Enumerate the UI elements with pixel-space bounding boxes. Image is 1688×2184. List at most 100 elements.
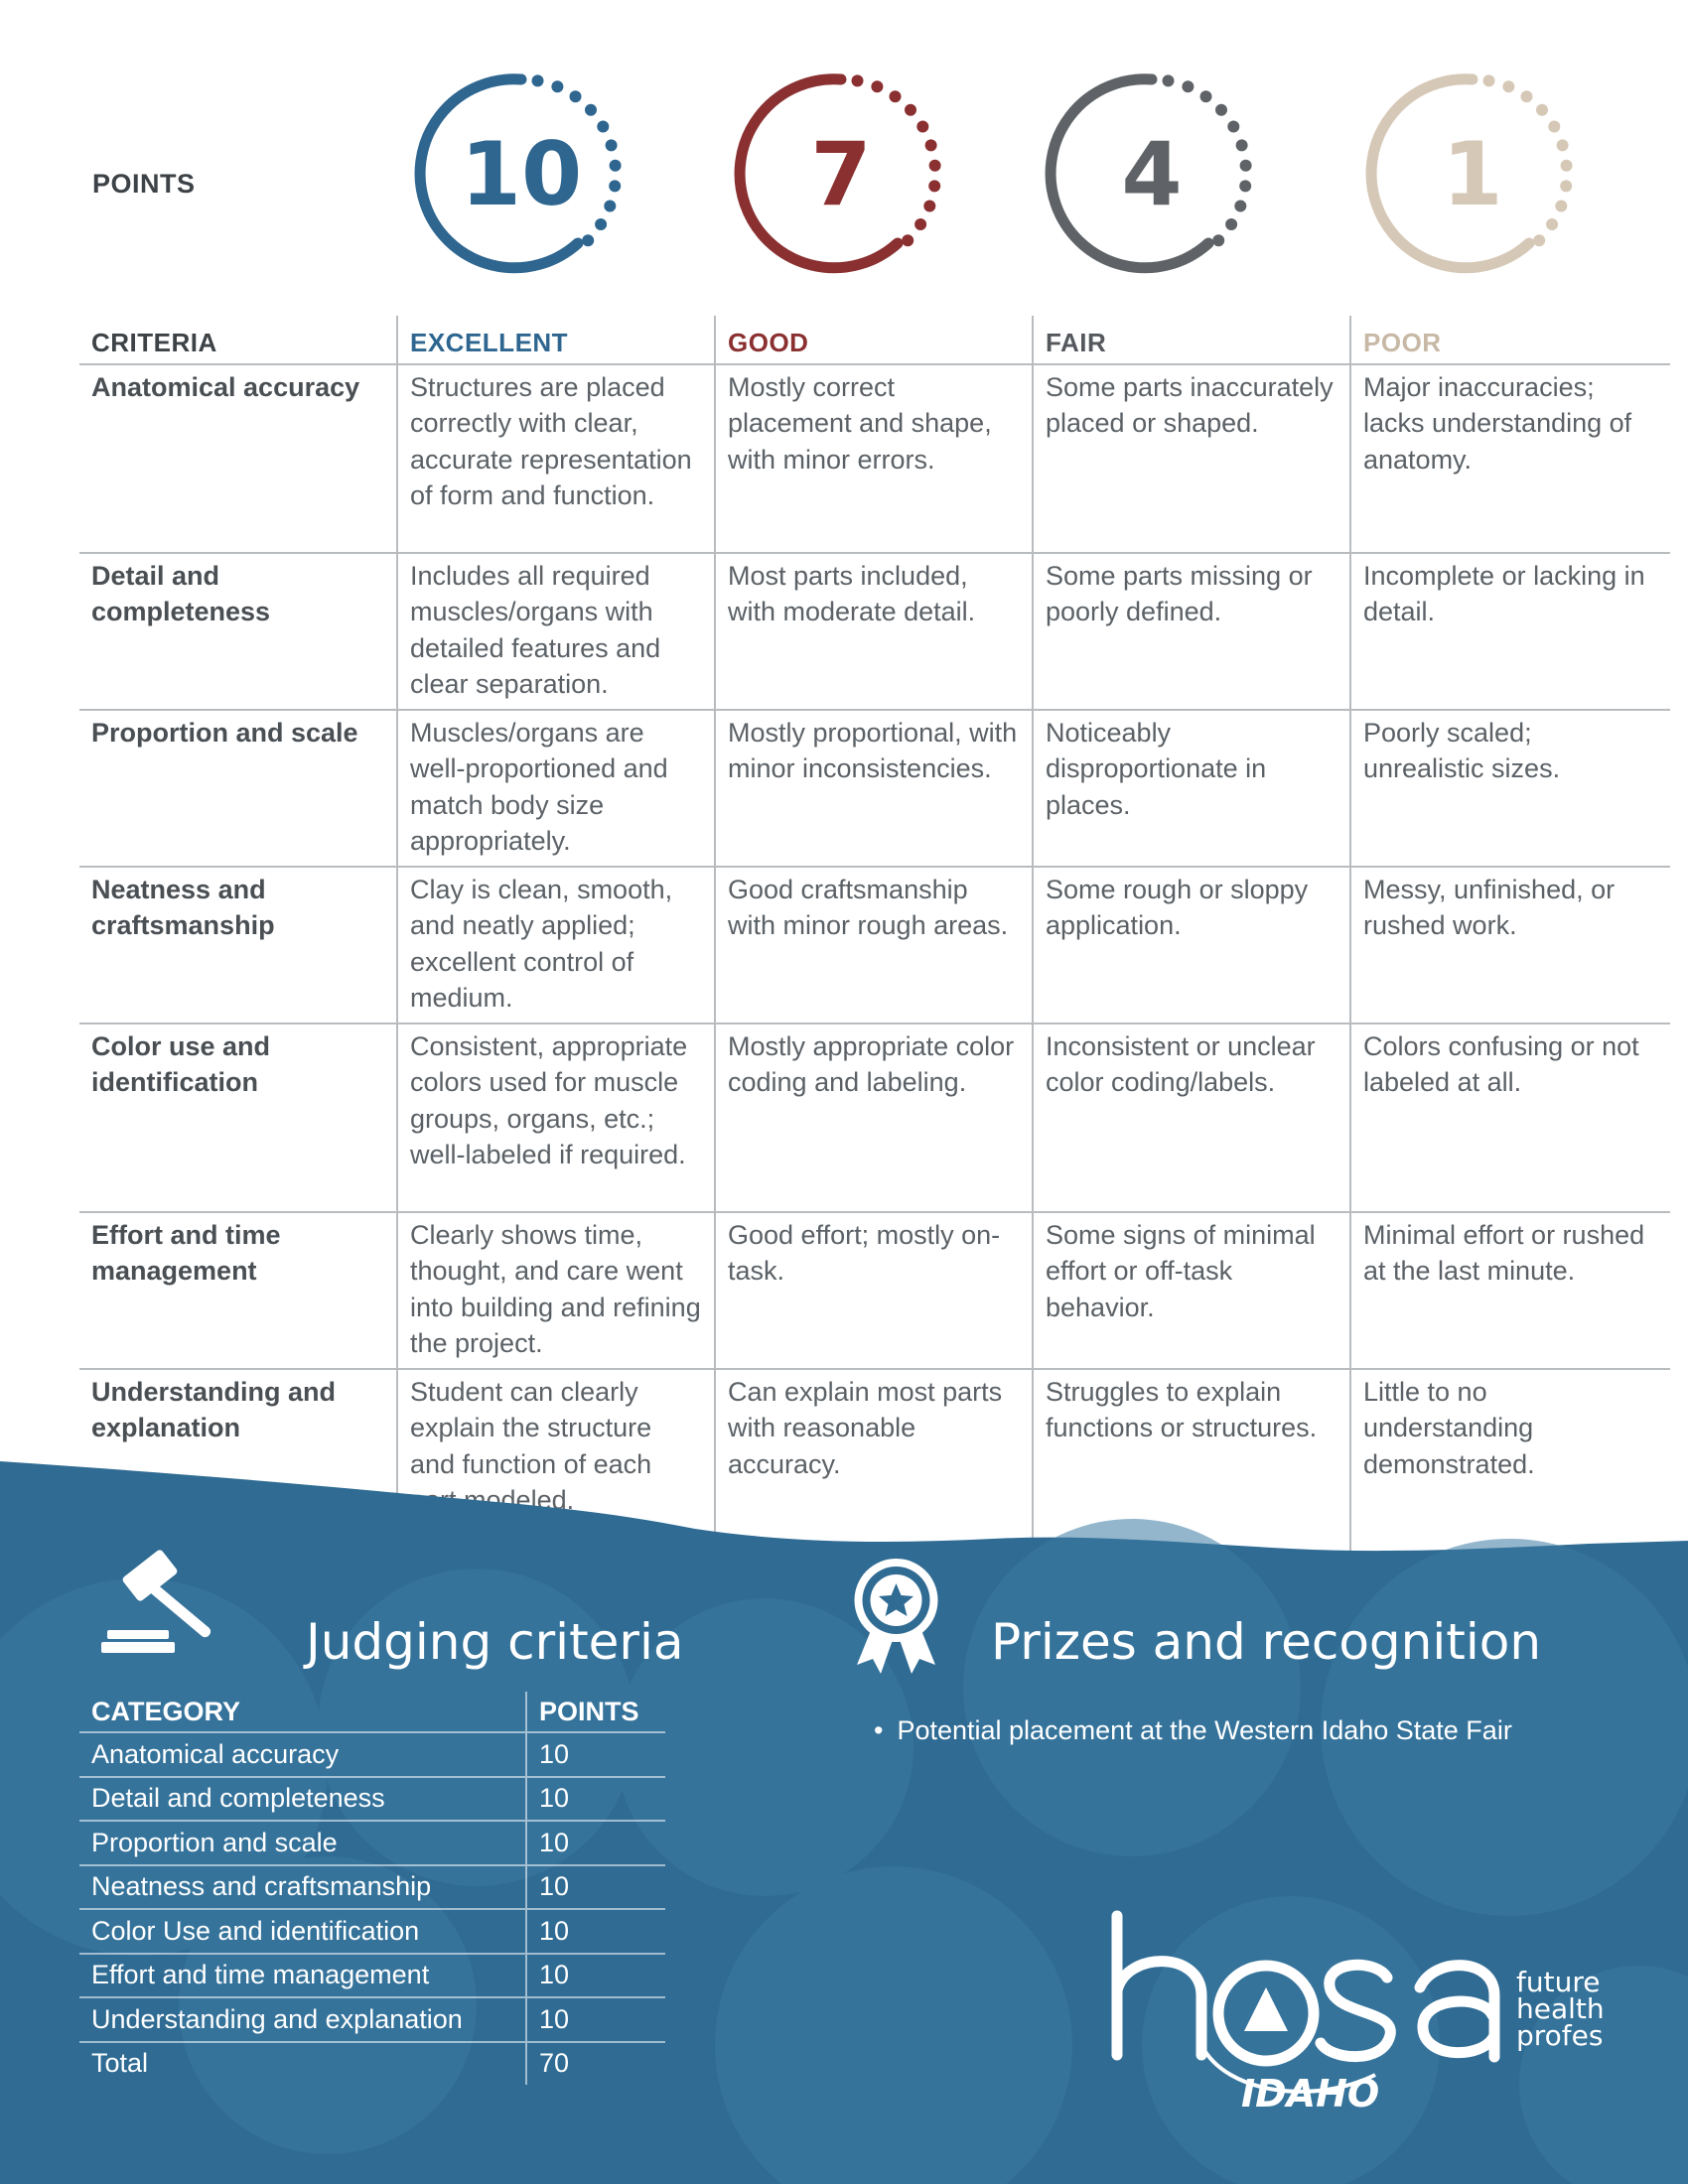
excellent-cell: Consistent, appropriate colors used for … [396,1023,715,1213]
logo-health-text: health [1516,1992,1604,2025]
rubric-table: CRITERIA EXCELLENT GOOD FAIR POOR Anatom… [79,316,1670,1560]
table-row: Color Use and identification 10 [79,1909,665,1955]
table-row: Color use and identification Consistent,… [79,1023,1670,1213]
table-row: Effort and time management 10 [79,1953,665,1998]
points-badge-4: 4 [1045,69,1256,278]
points-badge-10: 10 [414,69,626,278]
table-row: Detail and completeness 10 [79,1776,665,1822]
criteria-cell: Detail and completeness [79,552,397,711]
logo-professionals-text: professionals [1516,2019,1604,2052]
badge-dot [889,90,902,103]
table-row: Understanding and explanation Student ca… [79,1368,1670,1560]
table-row: Detail and completeness Includes all req… [79,552,1670,711]
good-cell: Good effort; mostly on-task. [714,1211,1033,1370]
badge-dot [1555,200,1568,212]
header-good: GOOD [714,316,1033,365]
poor-cell: Little to no understanding demonstrated. [1349,1368,1670,1560]
criteria-cell: Anatomical accuracy [79,363,397,554]
badge-dot [923,200,936,212]
badge-value: 10 [461,123,582,225]
badge-value: 1 [1442,123,1502,225]
fair-cell: Some parts missing or poorly defined. [1032,552,1350,711]
prize-list: Potential placement at the Western Idaho… [874,1715,1511,1746]
points-label: POINTS [92,169,196,199]
badge-dot [902,234,914,247]
excellent-cell: Student can clearly explain the structur… [396,1368,715,1560]
category-cell: Detail and completeness [79,1776,526,1822]
badge-dot [585,103,597,116]
good-cell: Mostly proportional, with minor inconsis… [714,709,1033,868]
badge-dot [1556,139,1569,152]
good-cell: Good craftsmanship with minor rough area… [714,866,1033,1024]
header-excellent: EXCELLENT [396,316,715,365]
criteria-cell: Effort and time management [79,1211,397,1370]
table-row: Neatness and craftsmanship 10 [79,1864,665,1910]
category-cell: Color Use and identification [79,1909,526,1955]
table-row: Proportion and scale 10 [79,1821,665,1866]
badge-dot [1212,234,1225,247]
fair-cell: Noticeably disproportionate in places. [1032,709,1350,868]
badge-dot [1239,180,1252,193]
poor-cell: Poorly scaled; unrealistic sizes. [1349,709,1670,868]
table-row: Neatness and craftsmanship Clay is clean… [79,866,1670,1024]
judging-header-row: CATEGORY POINTS [79,1692,665,1733]
badge-dot [928,180,941,193]
points-cell: 10 [525,1909,665,1955]
badge-dot [569,90,582,103]
dotted-circle-icon: 10 [414,73,622,274]
badge-dot [928,159,941,172]
prizes-title: Prizes and recognition [991,1613,1542,1671]
header-category: CATEGORY [79,1692,526,1733]
badge-dot [1548,120,1561,133]
points-badge-1: 1 [1365,69,1577,278]
header-fair: FAIR [1032,316,1350,365]
badge-dot [1533,234,1546,247]
badge-dot [1239,159,1252,172]
header-criteria: CRITERIA [79,316,397,365]
rubric-header-row: CRITERIA EXCELLENT GOOD FAIR POOR [79,316,1670,365]
fair-cell: Inconsistent or unclear color coding/lab… [1032,1023,1350,1213]
badge-dot [1227,120,1240,133]
gavel-icon [99,1549,248,1668]
badge-dot [597,120,610,133]
poor-cell: Colors confusing or not labeled at all. [1349,1023,1670,1213]
points-cell: 10 [525,1732,665,1778]
poor-cell: Major inaccuracies; lacks understanding … [1349,363,1670,554]
good-cell: Mostly correct placement and shape, with… [714,363,1033,554]
badge-dot [1162,74,1175,87]
points-cell: 70 [525,2041,665,2085]
good-cell: Mostly appropriate color coding and labe… [714,1023,1033,1213]
badge-dot [1560,159,1573,172]
badge-value: 7 [810,123,871,225]
category-cell: Proportion and scale [79,1821,526,1866]
dotted-circle-icon: 7 [734,73,941,274]
points-cell: 10 [525,1864,665,1910]
excellent-cell: Muscles/organs are well-proportioned and… [396,709,715,868]
good-cell: Most parts included, with moderate detai… [714,552,1033,711]
excellent-cell: Clearly shows time, thought, and care we… [396,1211,715,1370]
good-cell: Can explain most parts with reasonable a… [714,1368,1033,1560]
badge-dot [582,234,595,247]
table-row: Proportion and scale Muscles/organs are … [79,709,1670,868]
excellent-cell: Includes all required muscles/organs wit… [396,552,715,711]
criteria-cell: Proportion and scale [79,709,397,868]
criteria-cell: Color use and identification [79,1023,397,1213]
fair-cell: Some rough or sloppy application. [1032,866,1350,1024]
category-cell: Anatomical accuracy [79,1732,526,1778]
criteria-cell: Neatness and craftsmanship [79,866,397,1024]
judging-criteria-title: Judging criteria [306,1613,684,1671]
fair-cell: Some signs of minimal effort or off-task… [1032,1211,1350,1370]
badge-dot [1482,74,1495,87]
table-row: Anatomical accuracy 10 [79,1732,665,1778]
excellent-cell: Clay is clean, smooth, and neatly applie… [396,866,715,1024]
award-ribbon-icon [849,1554,943,1678]
badge-value: 4 [1121,123,1182,225]
badge-dot [551,80,564,93]
badge-dot [1199,90,1212,103]
fair-cell: Some parts inaccurately placed or shaped… [1032,363,1350,554]
points-cell: 10 [525,1821,665,1866]
criteria-cell: Understanding and explanation [91,1376,337,1443]
hosa-logo: future health professionals IDAHO [1111,1910,1604,2116]
category-cell: Neatness and craftsmanship [79,1864,526,1910]
badge-dot [916,120,929,133]
